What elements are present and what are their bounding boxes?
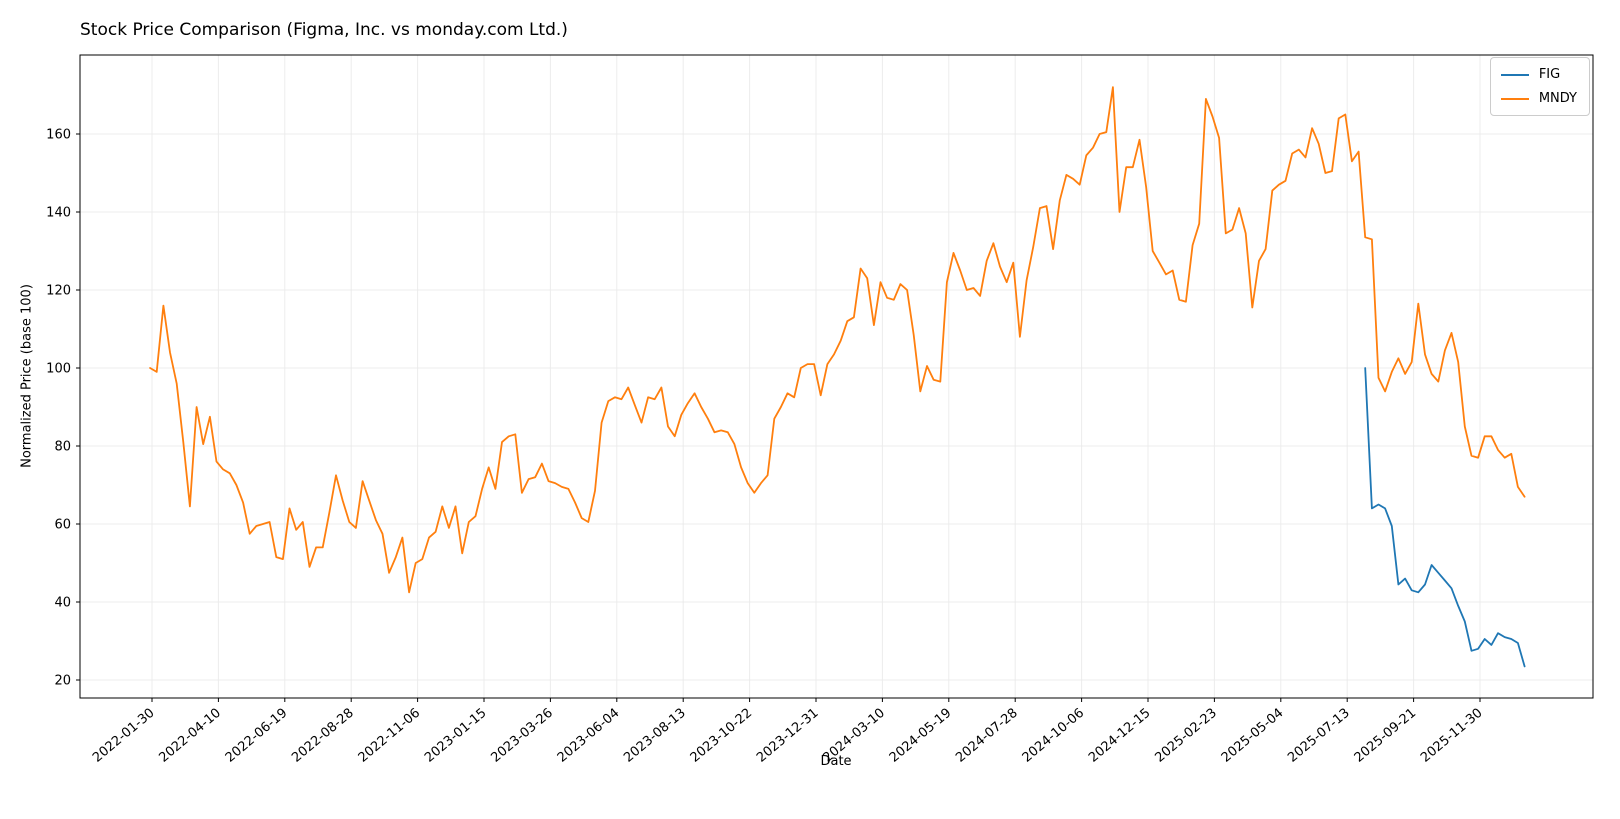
plot-border [79, 54, 1594, 699]
series-lines [149, 86, 1526, 668]
gridlines [80, 55, 1593, 698]
x-tick-label: 2024-12-15 [1086, 706, 1154, 766]
x-tick-label: 2022-08-28 [289, 706, 357, 766]
x-tick-label: 2025-05-04 [1219, 706, 1287, 766]
y-tick-label: 40 [54, 596, 71, 611]
x-tick-label: 2023-08-13 [621, 706, 689, 766]
legend: FIG MNDY [1489, 57, 1590, 116]
y-axis-label: Normalized Price (base 100) [19, 284, 35, 468]
x-tick-label: 2022-11-06 [356, 706, 424, 766]
x-tick-label: 2023-12-31 [754, 706, 822, 766]
y-tick-label: 100 [46, 362, 71, 377]
y-tick-label: 120 [46, 284, 71, 299]
x-tick-label: 2025-07-13 [1285, 706, 1353, 766]
y-tick-label: 20 [54, 674, 71, 689]
axes: 20 40 60 80 100 120 140 160 2022-01-302022-04-10… [46, 54, 1594, 766]
x-tick-label: 2023-10-22 [688, 706, 756, 766]
x-tick-label: 2024-05-19 [887, 706, 955, 766]
x-tick-label: 2024-10-06 [1020, 706, 1088, 766]
x-tick-label: 2024-07-28 [953, 706, 1021, 766]
x-tick-label: 2023-06-04 [555, 706, 623, 766]
legend-item-mndy: MNDY [1500, 91, 1577, 106]
x-tick-label: 2025-11-30 [1418, 706, 1486, 766]
legend-label-mndy: MNDY [1538, 91, 1577, 106]
x-axis-label: Date [820, 754, 852, 769]
line-fig [1364, 367, 1526, 668]
legend-item-fig: FIG [1500, 67, 1577, 82]
x-tick-label: 2025-02-23 [1152, 706, 1220, 766]
mndy-line-swatch [1500, 97, 1529, 100]
line-mndy [149, 86, 1526, 594]
x-tick-label: 2022-04-10 [156, 706, 224, 766]
y-tick-label: 160 [46, 128, 71, 143]
fig-line-swatch [1500, 73, 1529, 76]
y-tick-label: 140 [46, 206, 71, 221]
x-tick-label: 2022-01-30 [90, 706, 158, 766]
x-tick-label: 2022-06-19 [223, 706, 291, 766]
legend-label-fig: FIG [1538, 67, 1561, 82]
chart-title: Stock Price Comparison (Figma, Inc. vs m… [80, 20, 568, 40]
x-tick-label: 2025-09-21 [1352, 706, 1420, 766]
y-tick-label: 60 [54, 518, 71, 533]
x-tick-label: 2023-03-26 [488, 706, 556, 766]
y-tick-label: 80 [54, 440, 71, 455]
x-tick-label: 2023-01-15 [422, 706, 490, 766]
